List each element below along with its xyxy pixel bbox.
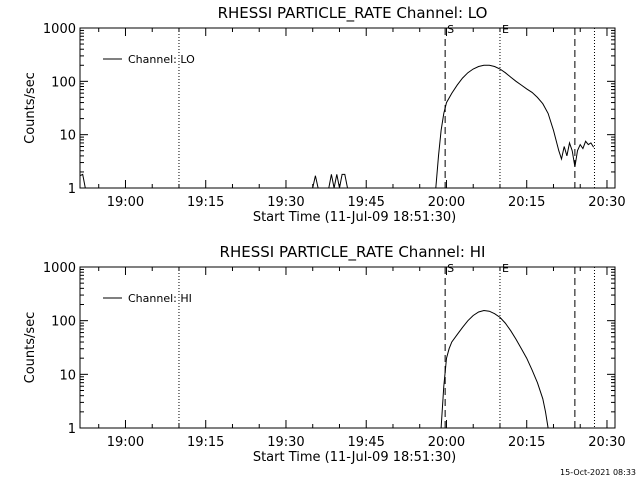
chart-title: RHESSI PARTICLE_RATE Channel: LO [218,4,488,23]
x-tick-label: 19:45 [347,435,384,450]
x-tick-label: 19:45 [347,195,384,210]
x-tick-label: 20:15 [508,435,545,450]
x-tick-label: 19:00 [107,195,144,210]
marker-label-s: S [447,262,454,275]
x-tick-label: 20:00 [428,435,465,450]
legend-label: Channel: HI [128,292,192,305]
x-axis-label: Start Time (11-Jul-09 18:51:30) [253,210,456,225]
x-axis-label: Start Time (11-Jul-09 18:51:30) [253,450,456,465]
chart-panel-2: RHESSI PARTICLE_RATE Channel: HI 1 10 100 10… [23,243,626,465]
chart-title: RHESSI PARTICLE_RATE Channel: HI [220,243,486,262]
y-tick-label: 1000 [43,22,76,37]
x-tick-label: 19:15 [187,195,224,210]
y-tick-label: 100 [51,315,76,330]
x-tick-label: 19:30 [267,195,304,210]
x-tick-label: 19:30 [267,435,304,450]
y-tick-label: 1 [68,422,76,437]
y-tick-label: 100 [51,75,76,90]
x-tick-label: 20:30 [588,195,625,210]
y-axis-label: Counts/sec [23,72,38,144]
y-tick-label: 10 [59,129,76,144]
x-tick-label: 19:15 [187,435,224,450]
plot-timestamp: 15-Oct-2021 08:33 [560,468,636,477]
y-tick-label: 1000 [43,261,76,276]
marker-label-e: E [502,262,509,275]
y-tick-label: 10 [59,368,76,383]
x-tick-label: 19:00 [107,435,144,450]
x-tick-label: 20:00 [428,195,465,210]
chart-panel-1: RHESSI PARTICLE_RATE Channel: LO 1 10 100 10… [23,4,626,225]
y-axis-label: Counts/sec [23,312,38,384]
plot-frame [79,27,616,189]
series-line [440,309,549,429]
series-line [79,64,595,189]
x-tick-label: 20:30 [588,435,625,450]
legend-label: Channel: LO [128,53,195,66]
x-tick-label: 20:15 [508,195,545,210]
marker-label-e: E [502,23,509,36]
plot-frame [79,266,616,429]
marker-label-s: S [447,23,454,36]
y-tick-label: 1 [68,182,76,197]
